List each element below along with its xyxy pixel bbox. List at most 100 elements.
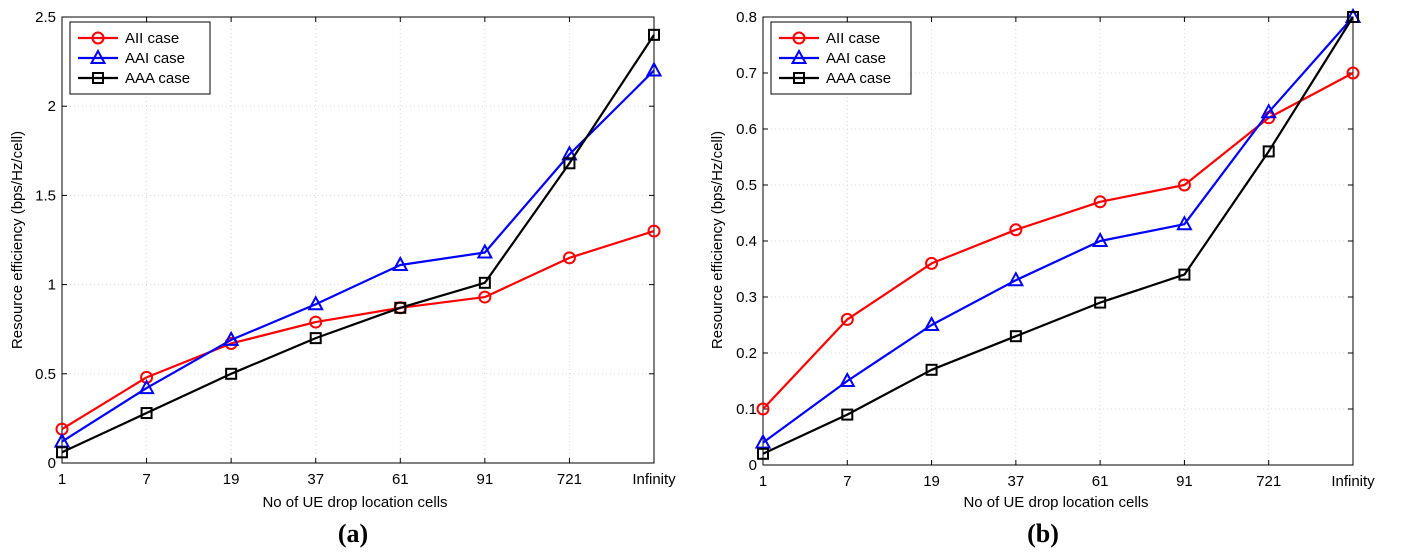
data-point <box>140 407 153 420</box>
x-axis-label-a: No of UE drop location cells <box>262 494 447 511</box>
data-point <box>56 446 68 459</box>
data-point <box>309 332 322 345</box>
data-point <box>563 157 576 170</box>
data-point <box>1262 145 1275 158</box>
y-tick-label: 2.5 <box>35 9 56 26</box>
legend-label: AII case <box>125 30 179 47</box>
data-point <box>309 315 323 329</box>
data-point <box>1009 223 1023 237</box>
y-axis-label-a: Resource efficiency (bps/Hz/cell) <box>9 131 26 349</box>
data-point <box>1176 215 1193 231</box>
y-tick-label: 0.5 <box>35 366 56 383</box>
x-tick-label: 721 <box>557 471 582 488</box>
legend-marker <box>91 31 105 45</box>
series-triangle <box>754 7 1362 449</box>
data-point <box>478 276 491 289</box>
data-point <box>222 330 240 346</box>
y-ticks-a: 0 0.5 1 1.5 2 2.5 <box>35 9 654 472</box>
data-point <box>925 363 938 376</box>
data-point <box>647 224 661 238</box>
legend-a: AII case AAI case AAA case <box>69 21 211 95</box>
data-point <box>394 301 407 314</box>
plot-frame <box>61 16 655 464</box>
series-line <box>762 16 1354 455</box>
x-tick-label: Infinity <box>632 471 676 488</box>
data-point <box>1346 66 1360 80</box>
x-ticks-b: 1 7 19 37 61 91 721 Infinity <box>759 17 1375 490</box>
y-tick-label: 0.3 <box>736 289 757 306</box>
x-ticks-a: 1 7 19 37 61 91 721 Infinity <box>58 17 676 488</box>
series-line <box>762 72 1354 410</box>
x-tick-label: 61 <box>392 471 409 488</box>
x-tick-label: 7 <box>142 471 150 488</box>
x-tick-label: 19 <box>923 473 940 490</box>
data-point <box>1178 268 1191 281</box>
axes-frame-a <box>61 16 655 464</box>
legend-label: AAA case <box>125 70 190 87</box>
data-point <box>1260 103 1277 119</box>
y-tick-label: 0 <box>48 455 56 472</box>
legend-marker <box>92 72 104 84</box>
data-point <box>645 61 663 77</box>
series-circle <box>55 224 661 436</box>
x-tick-label: 37 <box>307 471 324 488</box>
y-tick-label: 1.5 <box>35 187 56 204</box>
data-point <box>1009 330 1022 343</box>
series-a <box>53 28 663 459</box>
y-tick-label: 2 <box>48 98 56 115</box>
series-line <box>61 34 655 454</box>
data-point <box>840 312 854 326</box>
data-point <box>841 408 854 421</box>
x-axis-label-b: No of UE drop location cells <box>963 494 1148 511</box>
data-point <box>1091 231 1109 247</box>
x-tick-label: Infinity <box>1331 473 1375 490</box>
data-point <box>1347 11 1359 23</box>
x-tick-label: 37 <box>1008 473 1025 490</box>
legend-label: AII case <box>826 30 880 47</box>
data-point <box>392 255 409 271</box>
y-tick-label: 0.8 <box>736 9 757 26</box>
x-tick-label: 19 <box>223 471 240 488</box>
x-tick-label: 91 <box>1176 473 1193 490</box>
panel-label-b: (b) <box>1027 519 1059 548</box>
data-point <box>476 243 494 259</box>
data-point <box>478 290 492 304</box>
data-point <box>307 295 324 311</box>
x-tick-label: 91 <box>477 471 494 488</box>
y-tick-label: 0.2 <box>736 345 757 362</box>
series-square <box>757 11 1359 460</box>
y-tick-label: 0.5 <box>736 177 757 194</box>
series-b <box>754 7 1362 460</box>
data-point <box>923 315 940 331</box>
data-point <box>839 371 856 387</box>
data-point <box>562 251 576 265</box>
data-point <box>1177 178 1191 192</box>
x-tick-label: 721 <box>1256 473 1281 490</box>
data-point <box>1007 271 1025 287</box>
x-tick-label: 1 <box>759 473 767 490</box>
y-tick-label: 0 <box>749 457 757 474</box>
legend-label: AAI case <box>826 50 886 67</box>
x-tick-label: 1 <box>58 471 66 488</box>
y-tick-label: 0.7 <box>736 65 757 82</box>
y-axis-label-b: Resource efficiency (bps/Hz/cell) <box>709 131 726 349</box>
data-point <box>1094 296 1107 309</box>
data-point <box>225 367 238 380</box>
legend-marker <box>793 72 805 84</box>
legend-marker <box>790 48 808 64</box>
y-tick-label: 0.4 <box>736 233 757 250</box>
series-line <box>61 69 655 443</box>
series-line <box>61 230 655 431</box>
chart-b: 0 0.1 0.2 0.3 0.4 0.5 0.6 0.7 0.8 1 7 19 37 61 91 721 I… <box>709 7 1375 548</box>
y-tick-label: 0.1 <box>736 401 757 418</box>
legend-label: AAI case <box>125 50 185 67</box>
series-line <box>762 16 1354 444</box>
data-point <box>1093 195 1107 209</box>
legend-label: AAA case <box>826 70 891 87</box>
legend-b: AII case AAI case AAA case <box>770 21 912 95</box>
data-point <box>757 447 769 460</box>
data-point <box>756 402 770 416</box>
y-tick-label: 0.6 <box>736 121 757 138</box>
panel-label-a: (a) <box>338 519 368 548</box>
